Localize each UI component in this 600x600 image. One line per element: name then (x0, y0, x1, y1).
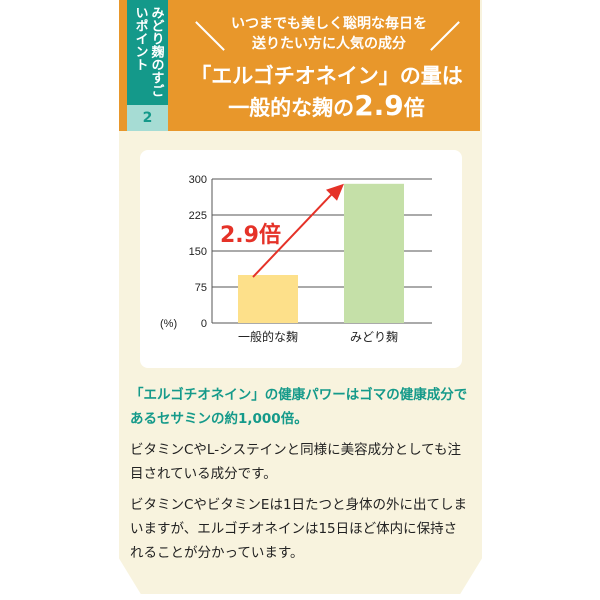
chart-card: 0 75 150 225 300 (%) 一般的な麹 みどり麹 2.9倍 (140, 150, 462, 368)
title-line1: 「エルゴチオネイン」の量は (190, 64, 463, 88)
lead-paragraph: 「エルゴチオネイン」の健康パワーはゴマの健康成分であるセサミンの約1,000倍。 (130, 387, 468, 427)
arrow-line (252, 191, 335, 278)
title-number: 2.9 (354, 89, 404, 122)
subtitle-line2: 送りたい方に人気の成分 (252, 36, 406, 52)
paragraph-1: ビタミンCやL-システインと同様に美容成分としても注目されている成分です。 (130, 442, 462, 482)
title-line2: 一般的な麹の2.9倍 (174, 90, 479, 124)
content-panel: みどり麹のすごいポイント 2 いつまでも美しく聡明な毎日を 送りたい方に人気の成… (119, 0, 482, 594)
title-suffix: 倍 (403, 96, 425, 120)
y-tick-label: 75 (195, 282, 207, 294)
y-tick-label: 150 (189, 246, 207, 258)
y-tick-label: 0 (201, 318, 207, 330)
paragraph-2: ビタミンCやビタミンEは1日たつと身体の外に出てしまいますが、エルゴチオネインは… (130, 497, 468, 561)
subtitle-line1: いつまでも美しく聡明な毎日を (231, 16, 427, 32)
y-axis-label: (%) (160, 318, 177, 330)
bar-chart: 0 75 150 225 300 (%) 一般的な麹 みどり麹 2.9倍 (160, 174, 432, 344)
arrow-head (326, 183, 344, 201)
x-tick-label: みどり麹 (350, 329, 398, 344)
point-number: 2 (127, 105, 168, 131)
header: みどり麹のすごいポイント 2 いつまでも美しく聡明な毎日を 送りたい方に人気の成… (119, 0, 480, 131)
x-tick-label: 一般的な麹 (238, 329, 298, 344)
y-tick-label: 300 (189, 174, 207, 186)
bar (238, 275, 298, 323)
bar (344, 183, 404, 323)
body-text: 「エルゴチオネイン」の健康パワーはゴマの健康成分であるセサミンの約1,000倍。… (130, 383, 470, 572)
y-tick-label: 225 (189, 210, 207, 222)
annotation-label: 2.9倍 (220, 222, 281, 248)
title-prefix: 一般的な麹の (228, 96, 355, 120)
point-badge: みどり麹のすごいポイント (127, 0, 168, 105)
